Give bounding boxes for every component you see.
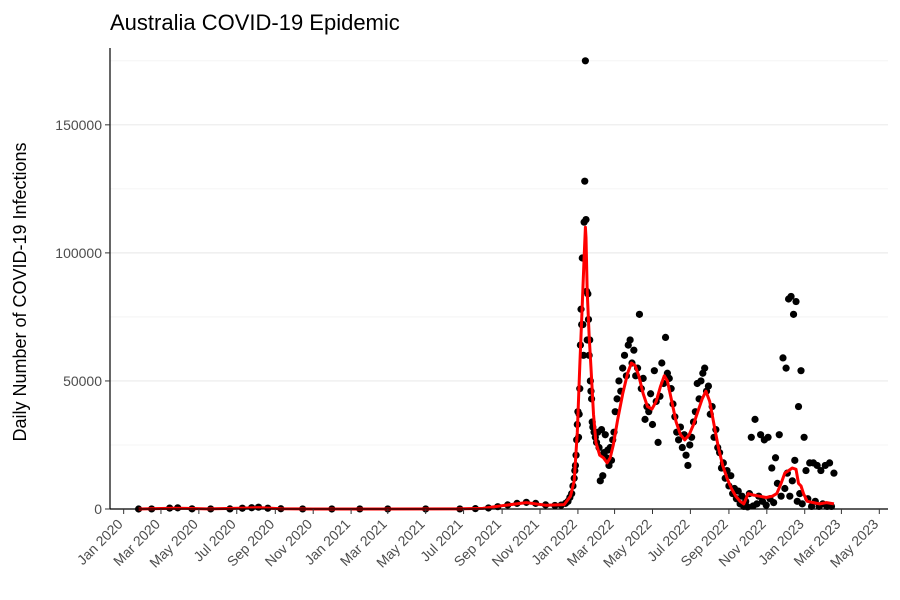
data-point xyxy=(615,377,623,385)
data-point xyxy=(581,57,589,65)
data-point xyxy=(704,382,713,390)
daily-infections-points xyxy=(134,57,838,513)
data-point xyxy=(619,364,627,372)
data-point xyxy=(798,500,806,508)
data-point xyxy=(641,415,649,423)
data-point xyxy=(813,461,821,470)
data-point xyxy=(658,359,666,367)
data-point xyxy=(791,456,799,464)
data-point xyxy=(786,492,794,500)
data-point xyxy=(771,454,780,462)
data-point xyxy=(611,408,619,416)
y-axis-ticks: 0 50000 100000 150000 xyxy=(55,117,110,517)
data-point xyxy=(787,292,795,301)
data-point xyxy=(807,502,816,511)
chart-title: Australia COVID-19 Epidemic xyxy=(110,10,400,35)
data-point xyxy=(648,420,657,429)
data-point xyxy=(620,351,629,359)
data-point xyxy=(777,492,785,500)
data-point xyxy=(782,364,790,372)
data-point xyxy=(697,377,705,385)
data-point xyxy=(789,310,798,318)
data-point xyxy=(734,487,742,495)
y-tick-label: 50000 xyxy=(63,373,102,389)
data-point xyxy=(684,461,692,470)
data-point xyxy=(581,177,589,185)
data-point xyxy=(626,336,634,344)
data-point xyxy=(781,484,789,493)
data-point xyxy=(753,500,761,508)
data-point xyxy=(800,433,808,441)
data-point xyxy=(764,433,772,441)
data-point xyxy=(757,431,765,439)
data-point xyxy=(727,472,735,480)
data-point xyxy=(817,466,825,475)
data-point xyxy=(599,472,607,480)
minor-gridlines xyxy=(110,60,888,446)
data-point xyxy=(682,451,690,459)
data-point xyxy=(701,364,709,372)
data-point xyxy=(770,498,778,507)
data-point xyxy=(674,436,683,444)
data-point xyxy=(779,354,787,362)
data-point xyxy=(792,297,800,306)
data-point xyxy=(797,367,805,375)
data-point xyxy=(597,426,606,434)
data-point xyxy=(794,402,803,411)
data-point xyxy=(751,415,759,423)
data-point xyxy=(582,215,590,224)
data-point xyxy=(678,443,686,452)
data-point xyxy=(775,431,783,439)
data-point xyxy=(788,477,796,485)
smoothed-line-path xyxy=(138,225,835,511)
data-point xyxy=(686,441,694,449)
data-point xyxy=(650,367,658,375)
data-point xyxy=(613,395,621,403)
data-point xyxy=(654,438,662,447)
data-point xyxy=(647,390,655,398)
data-point xyxy=(830,469,838,477)
data-point xyxy=(802,466,810,475)
y-axis-label: Daily Number of COVID-19 Infections xyxy=(10,142,30,441)
data-point xyxy=(747,433,755,441)
data-point xyxy=(635,310,644,318)
smoothed-average-line xyxy=(138,225,835,511)
data-point xyxy=(762,501,770,509)
data-point xyxy=(630,346,638,354)
data-point xyxy=(768,464,776,472)
data-point xyxy=(601,431,609,439)
y-tick-label: 150000 xyxy=(55,117,102,133)
data-point xyxy=(738,492,746,500)
y-tick-label: 0 xyxy=(94,501,102,517)
y-tick-label: 100000 xyxy=(55,245,102,261)
data-point xyxy=(661,333,670,342)
data-point xyxy=(825,459,834,467)
